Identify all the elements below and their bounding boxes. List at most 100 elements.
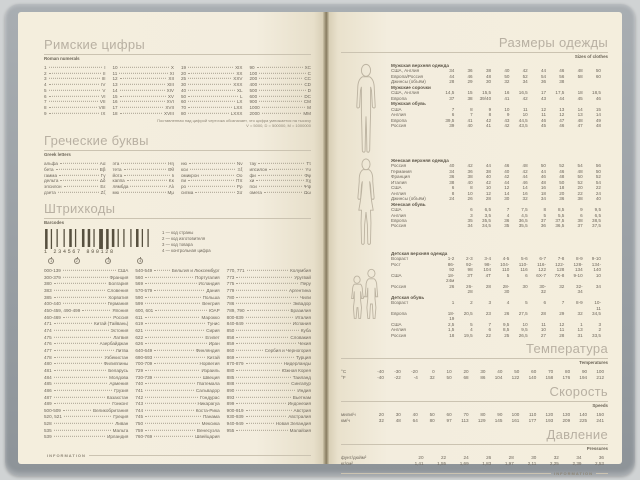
table-cell: 27 bbox=[540, 332, 546, 338]
row-key: 789, 790 bbox=[226, 307, 245, 313]
row-dots bbox=[53, 396, 105, 398]
table-row: 477 Литва bbox=[44, 348, 128, 355]
table-row: 900 CM bbox=[250, 99, 312, 105]
row-key: 599 bbox=[135, 301, 143, 307]
table-row: 100 C bbox=[250, 71, 312, 77]
row-dots bbox=[53, 389, 113, 391]
row-value: XIII bbox=[167, 82, 174, 88]
table-cell: 42 bbox=[485, 179, 491, 185]
table-cell: -22 bbox=[394, 375, 401, 381]
row-dots bbox=[236, 389, 296, 391]
table-cell: 35,5 bbox=[482, 217, 491, 223]
table-cell: 50 bbox=[559, 179, 565, 185]
table-cell: 70 bbox=[463, 412, 469, 418]
row-value: DC bbox=[304, 93, 311, 99]
table-row: 000-139 США bbox=[44, 268, 128, 275]
row-key: 860 bbox=[226, 347, 235, 353]
row-dots bbox=[145, 369, 200, 371]
row-dots bbox=[130, 185, 167, 187]
table-cell: 32 bbox=[559, 283, 565, 289]
table-row: 16 XVI bbox=[113, 99, 175, 105]
row-label: Возраст bbox=[391, 300, 409, 306]
row-value: Норвегия bbox=[199, 361, 220, 367]
table-row: 3 III bbox=[44, 76, 106, 82]
row-dots bbox=[119, 89, 165, 91]
row-key: 380 bbox=[44, 281, 52, 287]
table-row: 90 XC bbox=[250, 65, 312, 71]
row-key: 4 bbox=[44, 82, 47, 88]
row-dots bbox=[59, 174, 99, 176]
row-label: Джинсы (объём) bbox=[391, 196, 426, 202]
table-row: 70 LXX bbox=[181, 105, 243, 111]
table-cell: 24 bbox=[463, 455, 469, 461]
row-dots bbox=[259, 72, 306, 74]
row-key: 8 bbox=[44, 104, 47, 110]
legend-line: 2 — код изготовителя bbox=[162, 235, 206, 241]
row-value: Дания bbox=[206, 288, 220, 294]
table-cell: 1-2 bbox=[447, 256, 455, 262]
table-cell: 10 bbox=[522, 112, 528, 118]
table-row: 885 Таиланд bbox=[227, 375, 311, 382]
table-cell: 37,5 bbox=[592, 223, 601, 229]
row-dots bbox=[119, 78, 167, 80]
table-cell: 9 bbox=[488, 106, 492, 112]
table-cell: 6 bbox=[470, 207, 473, 213]
row-dots bbox=[263, 191, 302, 193]
table-cell: 130 bbox=[562, 412, 571, 418]
row-value: Эквадор bbox=[292, 301, 311, 307]
table-cell: 6 bbox=[543, 300, 546, 306]
table-row: 700-709 Норвегия bbox=[135, 361, 219, 368]
table-cell: 14 bbox=[577, 106, 583, 112]
table-cell: 1,69 bbox=[459, 461, 469, 467]
man-silhouette-icon bbox=[341, 63, 391, 155]
row-dots bbox=[62, 409, 92, 411]
row-value: Ττ bbox=[306, 161, 311, 167]
section-subtitle: Greek letters bbox=[44, 152, 71, 158]
table-cell: 116-122 bbox=[537, 261, 546, 273]
row-value: Αα bbox=[99, 161, 106, 167]
row-dots bbox=[145, 343, 207, 345]
table-cell: 30 bbox=[522, 283, 528, 289]
table-cell: 44 bbox=[522, 174, 528, 180]
row-value: LXXX bbox=[230, 110, 243, 116]
row-dots bbox=[269, 168, 304, 170]
table-row: 880 Южная Корея bbox=[227, 368, 311, 375]
table-cell: -30 bbox=[394, 369, 401, 375]
table-cell: 194 bbox=[579, 375, 588, 381]
table-cell: 30-32 bbox=[539, 283, 546, 295]
section-speed: Скорость Speeds мили/ч 20 30 40 50 60 70 80 90 10… bbox=[341, 385, 608, 424]
row-key: 487 bbox=[44, 394, 52, 400]
row-dots bbox=[236, 329, 299, 331]
leader-column: 19 XIX 20 XX 25 XXV 30 XXX 40 XL 50 L 60 LX 70 LXX 80 LXX… bbox=[181, 65, 243, 116]
table-cell: 50 bbox=[514, 369, 520, 375]
table-cell: 42 bbox=[486, 117, 492, 123]
pressure-table: фунт/дюйм² 20 22 24 26 28 30 32 34 36 кг/см² 1,41 1,… bbox=[341, 455, 608, 467]
table-cell: 26-28 bbox=[466, 283, 473, 295]
roman-numerals-table: 1 I 2 II 3 III 4 IV 5 V 6 VI 7 VII 8 VIII 9 IX 10 X 11 XI 12 XI… bbox=[44, 65, 311, 116]
row-label: км/ч bbox=[341, 418, 350, 424]
left-page-footer: INFORMATION bbox=[44, 453, 311, 458]
table-cell: 36 bbox=[598, 455, 604, 461]
table-cell: 90 bbox=[497, 412, 503, 418]
row-dots bbox=[126, 180, 167, 182]
row-dots bbox=[59, 163, 98, 165]
row-value: Нидерланды bbox=[283, 361, 311, 367]
table-row: омикрон Οο bbox=[181, 173, 243, 179]
row-value: Εε bbox=[100, 184, 106, 190]
table-row: 14 XIV bbox=[113, 88, 175, 94]
row-key: пи bbox=[181, 178, 187, 184]
row-value: Греция bbox=[113, 414, 129, 420]
table-cell: 12 bbox=[485, 190, 491, 196]
row-key: хи bbox=[249, 178, 255, 184]
table-cell: 42 bbox=[522, 168, 528, 174]
table-cell: 14 bbox=[595, 112, 601, 118]
row-value: LX bbox=[236, 99, 243, 105]
table-cell: 46 bbox=[504, 163, 510, 169]
row-key: 900-919 bbox=[226, 407, 244, 413]
size-group-heading: Женская верхняя одежда bbox=[391, 158, 449, 163]
table-cell: 70 bbox=[548, 369, 554, 375]
table-cell: 50 bbox=[540, 163, 546, 169]
leader-column: 000-139 США 300-379 Франция 380 Болгария 383 Сл… bbox=[44, 268, 128, 441]
row-value: Новая Зеландия bbox=[275, 421, 311, 427]
table-cell: 28 bbox=[508, 455, 514, 461]
